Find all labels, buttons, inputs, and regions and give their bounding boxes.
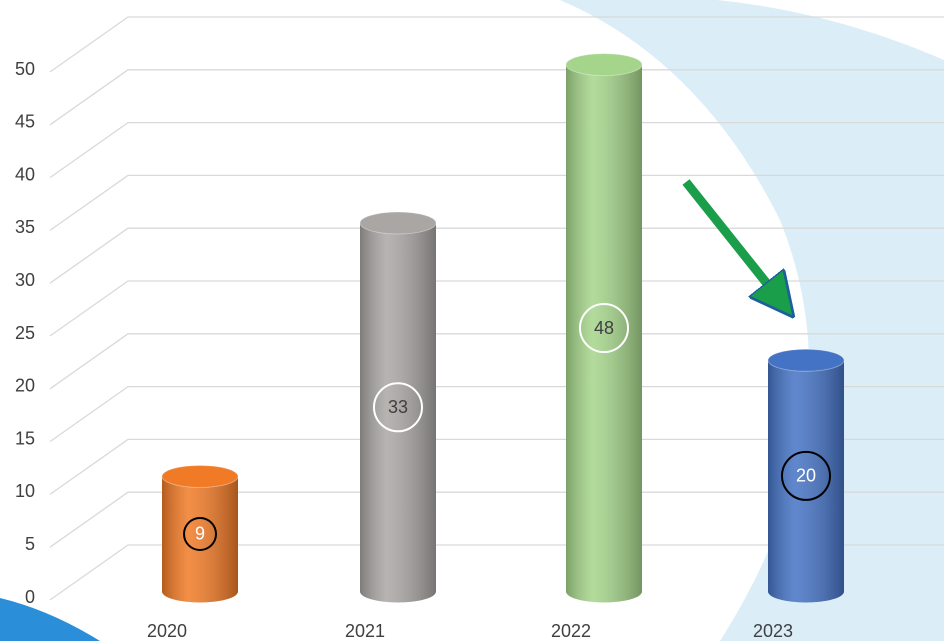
value-label-circle [781, 450, 831, 501]
arrow [682, 179, 780, 300]
bar-top [359, 211, 437, 235]
corner-shape [0, 598, 100, 641]
grid-line [49, 174, 944, 231]
value-label: 48 [594, 318, 614, 338]
bar-top [161, 464, 239, 488]
x-tick-label: 2021 [345, 621, 385, 641]
grid-line [49, 544, 944, 601]
y-tick-label: 30 [15, 270, 35, 290]
grid-line [49, 121, 944, 179]
bar-shade [360, 223, 436, 603]
plot-area: 0510152025303540455092020332021482022202… [15, 16, 944, 641]
value-label: 20 [796, 466, 816, 486]
y-tick-label: 25 [15, 323, 35, 343]
x-tick-label: 2022 [551, 621, 591, 641]
y-tick-label: 45 [15, 112, 35, 132]
bar-top [565, 53, 643, 77]
value-label-circle [183, 516, 217, 551]
grid-line [49, 438, 944, 495]
bar-top [767, 348, 845, 372]
grid-line [49, 385, 944, 443]
x-tick-label: 2020 [147, 621, 187, 641]
y-tick-label: 10 [15, 481, 35, 501]
bar-shade [162, 476, 238, 603]
value-label-circle [373, 382, 423, 433]
grid-line [49, 333, 944, 390]
grid-line [49, 69, 944, 126]
y-tick-label: 35 [15, 217, 35, 237]
value-label-circle [579, 303, 629, 354]
y-tick-label: 40 [15, 164, 35, 184]
y-tick-label: 5 [25, 534, 35, 554]
value-label: 33 [388, 397, 408, 417]
bar-shade [566, 64, 642, 603]
y-tick-label: 0 [25, 587, 35, 607]
value-label: 9 [195, 524, 205, 544]
grid-line [49, 491, 944, 548]
grid-line [49, 16, 944, 73]
y-tick-label: 15 [15, 428, 35, 448]
x-tick-label: 2023 [753, 621, 793, 641]
bar-shade [768, 360, 844, 603]
grid-line [49, 227, 944, 284]
y-tick-label: 50 [15, 59, 35, 79]
y-tick-label: 20 [15, 376, 35, 396]
grid-line [49, 280, 944, 337]
